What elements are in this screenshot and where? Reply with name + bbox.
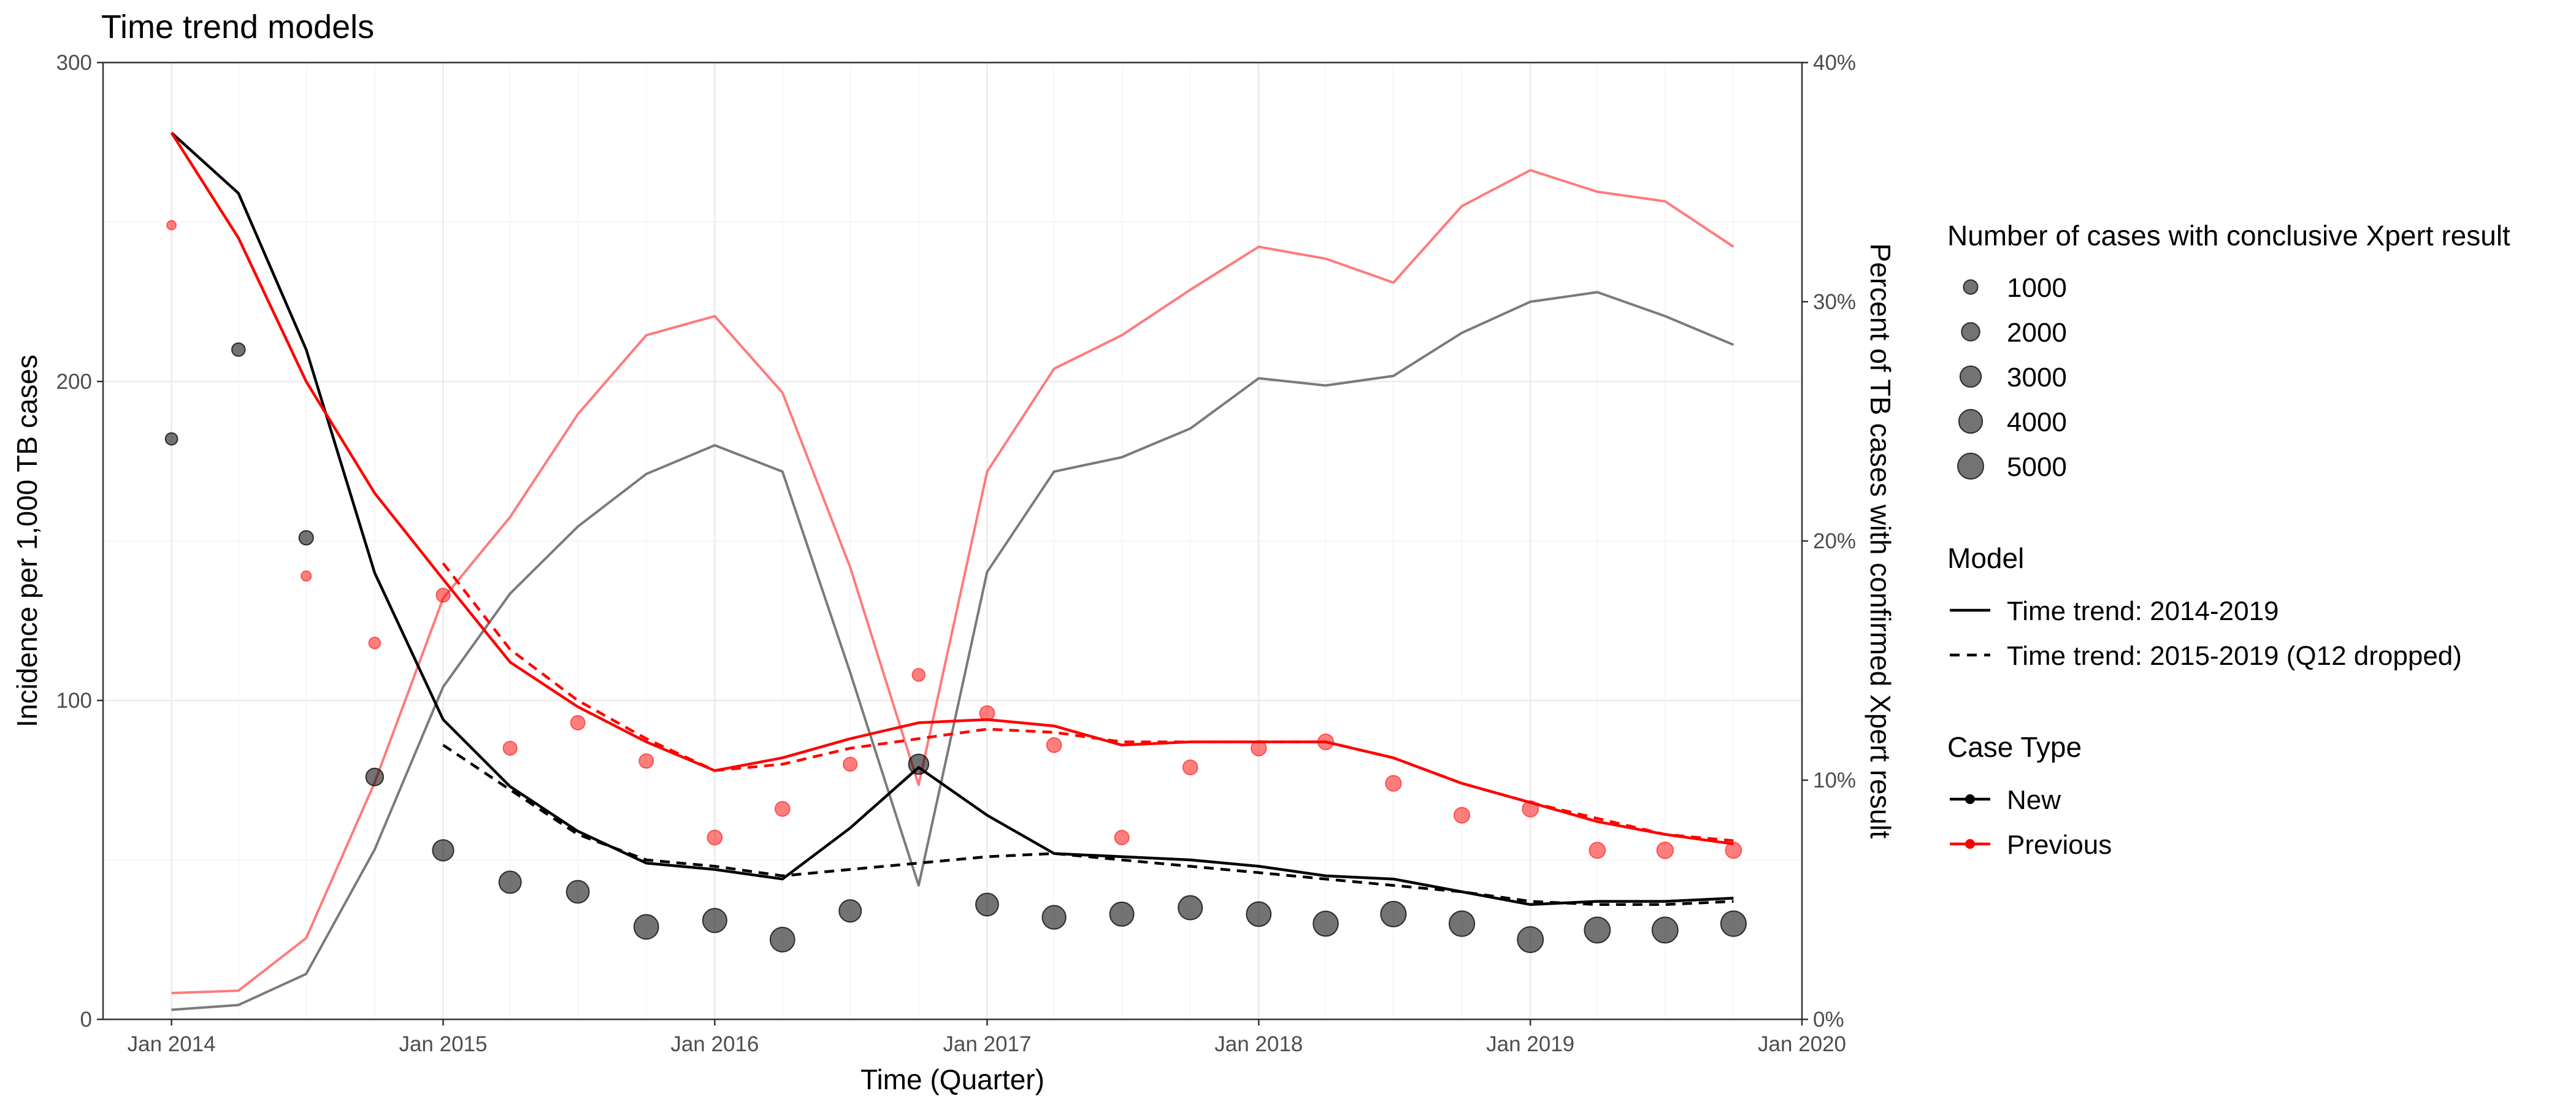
legend-size-label: 2000 xyxy=(2007,318,2067,348)
point-new xyxy=(838,899,862,923)
legend-case-label: New xyxy=(2007,785,2061,815)
point-previous xyxy=(911,668,926,682)
legend-case-label: Previous xyxy=(2007,830,2112,860)
y-right-tick-label: 0% xyxy=(1813,1008,1844,1032)
point-previous xyxy=(1182,759,1198,776)
point-new xyxy=(231,342,246,357)
point-previous xyxy=(166,220,177,231)
point-new xyxy=(633,914,659,940)
point-new xyxy=(1313,910,1339,937)
chart-title: Time trend models xyxy=(101,9,374,45)
legend-size-label: 4000 xyxy=(2007,407,2067,437)
model-line-previous-2015-2019 xyxy=(442,562,1734,843)
model-line-new-2015-2019 xyxy=(442,743,1734,907)
point-new xyxy=(164,432,178,446)
point-previous xyxy=(1725,841,1742,859)
percent-lines xyxy=(171,169,1735,1011)
legend-size-key xyxy=(1961,322,1980,342)
legend-model-label: Time trend: 2015-2019 (Q12 dropped) xyxy=(2007,641,2462,671)
x-tick-label: Jan 2020 xyxy=(1758,1032,1846,1056)
point-previous xyxy=(979,705,995,721)
point-new xyxy=(1584,916,1611,944)
point-new xyxy=(1380,900,1407,928)
y-right-tick-label: 10% xyxy=(1813,769,1856,792)
y-axis-title-right: Percent of TB cases with confirmed Xpert… xyxy=(1865,243,1896,839)
legend-title-case-type: Case Type xyxy=(1947,731,2082,763)
x-tick-label: Jan 2014 xyxy=(128,1032,216,1056)
y-tick-label: 300 xyxy=(56,51,92,75)
x-tick-label: Jan 2017 xyxy=(943,1032,1031,1056)
point-previous xyxy=(1046,737,1062,753)
y-axis-left: 0 100 200 300 xyxy=(56,51,103,1032)
point-new xyxy=(975,892,999,917)
x-tick-label: Jan 2015 xyxy=(399,1032,487,1056)
legend-size-key xyxy=(1959,365,1982,388)
point-new xyxy=(498,870,522,894)
point-previous xyxy=(301,570,312,582)
legend-title-model: Model xyxy=(1947,542,2024,574)
legend-size-key xyxy=(1957,453,1984,480)
legend-size-key xyxy=(1958,408,1984,434)
x-tick-label: Jan 2018 xyxy=(1214,1032,1303,1056)
point-previous xyxy=(435,588,451,603)
point-new xyxy=(365,767,385,787)
y-tick-label: 100 xyxy=(56,689,92,713)
y-right-tick-label: 20% xyxy=(1813,529,1856,553)
point-new xyxy=(1651,916,1679,944)
point-previous xyxy=(1589,841,1606,859)
y-right-tick-label: 40% xyxy=(1813,51,1856,75)
point-previous xyxy=(1522,800,1539,818)
point-previous xyxy=(1453,807,1471,824)
y-axis-title-left: Incidence per 1,000 TB cases xyxy=(11,355,43,727)
y-right-tick-label: 30% xyxy=(1813,290,1856,314)
legend-size-key xyxy=(1963,279,1979,295)
point-new xyxy=(298,530,314,546)
point-previous xyxy=(1250,740,1267,757)
legend-case-key-dot xyxy=(1965,794,1975,804)
x-axis: Jan 2014 Jan 2015 Jan 2016 Jan 2017 Jan 2018… xyxy=(128,1019,1846,1056)
point-previous xyxy=(638,753,654,769)
x-tick-label: Jan 2016 xyxy=(670,1032,759,1056)
legend: Number of cases with conclusive Xpert re… xyxy=(1947,220,2510,860)
legend-model-label: Time trend: 2014-2019 xyxy=(2007,596,2279,626)
x-axis-title: Time (Quarter) xyxy=(861,1064,1045,1095)
point-new xyxy=(432,839,454,862)
legend-case-key-dot xyxy=(1965,839,1975,849)
data-points xyxy=(164,220,1747,953)
point-new xyxy=(1720,910,1747,937)
point-previous xyxy=(1656,841,1674,859)
point-previous xyxy=(707,829,723,846)
point-previous xyxy=(842,756,858,772)
y-tick-label: 0 xyxy=(80,1008,92,1032)
point-new xyxy=(769,927,795,953)
x-tick-label: Jan 2019 xyxy=(1486,1032,1574,1056)
point-previous xyxy=(502,740,518,756)
percent-line-previous xyxy=(171,169,1735,995)
percent-line-new xyxy=(171,291,1735,1011)
model-lines xyxy=(170,131,1734,907)
point-new xyxy=(702,908,727,933)
legend-size-label: 3000 xyxy=(2007,362,2067,393)
point-previous xyxy=(774,800,791,817)
point-new xyxy=(565,880,590,904)
legend-size-label: 5000 xyxy=(2007,452,2067,482)
point-previous xyxy=(368,637,381,650)
point-new xyxy=(908,753,930,775)
point-new xyxy=(1517,926,1544,953)
point-new xyxy=(1041,905,1067,930)
point-previous xyxy=(570,715,586,731)
y-tick-label: 200 xyxy=(56,370,92,394)
legend-title-size: Number of cases with conclusive Xpert re… xyxy=(1947,220,2510,251)
point-new xyxy=(1109,901,1135,927)
point-new xyxy=(1448,910,1476,937)
point-new xyxy=(1246,901,1272,927)
y-axis-right: 0% 10% 20% 30% 40% xyxy=(1802,51,1856,1032)
point-previous xyxy=(1317,733,1335,751)
point-previous xyxy=(1114,829,1130,846)
point-previous xyxy=(1385,775,1402,792)
point-new xyxy=(1178,895,1203,921)
legend-size-label: 1000 xyxy=(2007,273,2067,303)
